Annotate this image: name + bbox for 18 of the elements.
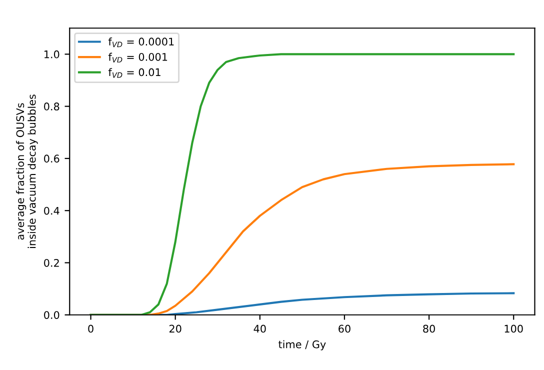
y-axis-title: average fraction of OUSVs inside vacuum decay bubbles (16, 94, 38, 248)
y-tick-label: 0.0 (44, 311, 60, 319)
x-tick-label: 20 (169, 324, 182, 333)
x-tick-label: 80 (423, 324, 435, 333)
x-axis-title: time / Gy (278, 340, 326, 350)
legend-label: f$_{VD}$ = 0.001 (108, 52, 168, 62)
y-tick-label: 0.4 (44, 206, 60, 215)
x-tick-label: 60 (338, 324, 350, 333)
x-tick-label: 100 (504, 324, 523, 333)
y-tick-label: 1.0 (44, 50, 60, 58)
legend-label: f$_{VD}$ = 0.01 (108, 68, 160, 78)
x-tick-label: 0 (88, 324, 94, 333)
line-series (90, 53, 515, 315)
legend-label: f$_{VD}$ = 0.0001 (108, 37, 174, 48)
y-tick-label: 0.6 (44, 154, 60, 163)
y-tick-label: 0.2 (44, 258, 59, 267)
y-tick-label: 0.8 (44, 102, 60, 110)
x-tick-label: 40 (254, 324, 266, 333)
